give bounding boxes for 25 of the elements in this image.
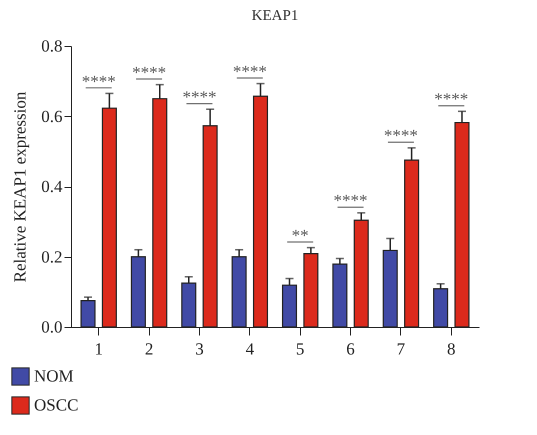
x-tick-label: 3 [195,340,204,358]
y-tick-label: 0.4 [41,177,63,196]
y-tick-label: 0.6 [41,106,62,126]
annotation: **** [434,90,468,109]
chart-title: KEAP1 [252,8,298,24]
y-tick-label: 0.0 [41,318,62,336]
x-tick-label: 5 [296,340,304,358]
legend-label: OSCC [34,396,78,414]
x-tick-label: 7 [396,340,406,358]
annotation: **** [384,126,418,146]
x-tick-label: 2 [144,340,154,358]
y-tick-label: 0.2 [41,247,62,266]
annotation: **** [132,63,166,82]
legend-label: NOM [34,366,74,386]
annotation: **** [182,88,216,107]
x-tick-label: 1 [94,340,103,358]
y-axis-title: Relative KEAP1 expression [10,91,30,282]
x-tick-label: 8 [447,340,456,358]
annotation: **** [82,72,116,91]
x-tick-label: 4 [246,340,255,358]
annotation: **** [232,62,267,81]
annotation: **** [334,191,368,210]
y-tick-label: 0.8 [41,36,62,56]
annotation: ** [292,226,309,245]
x-tick-label: 6 [346,340,355,358]
